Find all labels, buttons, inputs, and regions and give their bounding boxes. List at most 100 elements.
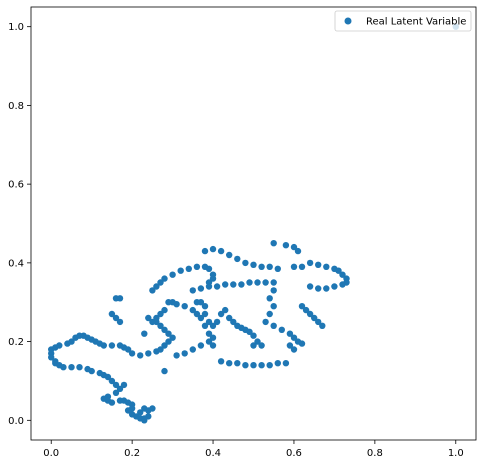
x-axis-ticks: 0.0 0.2 0.4 0.6 0.8 1.0 bbox=[43, 440, 464, 459]
data-point bbox=[266, 310, 273, 318]
data-point bbox=[76, 364, 83, 371]
data-point bbox=[282, 242, 290, 249]
data-point bbox=[335, 267, 342, 274]
data-point bbox=[315, 318, 322, 326]
data-point bbox=[258, 342, 265, 349]
data-point bbox=[286, 330, 294, 337]
x-tick-label: 1.0 bbox=[448, 448, 464, 459]
data-point bbox=[161, 367, 168, 375]
data-point bbox=[108, 399, 116, 406]
data-point bbox=[266, 295, 273, 302]
data-point bbox=[250, 332, 257, 339]
legend: Real Latent Variable bbox=[334, 10, 472, 32]
data-point bbox=[104, 373, 112, 381]
data-point bbox=[230, 318, 237, 326]
data-point bbox=[120, 381, 128, 389]
data-point bbox=[193, 263, 201, 270]
data-point bbox=[116, 318, 124, 326]
data-point bbox=[197, 314, 205, 322]
data-point bbox=[226, 360, 233, 367]
data-point bbox=[290, 243, 298, 251]
data-point bbox=[149, 318, 156, 326]
data-point bbox=[189, 306, 196, 314]
data-point bbox=[161, 275, 168, 282]
data-point bbox=[205, 338, 213, 345]
data-point bbox=[189, 287, 196, 294]
data-point bbox=[112, 381, 120, 389]
y-tick-label: 1.0 bbox=[8, 22, 24, 33]
data-point bbox=[234, 360, 241, 367]
data-point bbox=[189, 346, 196, 353]
data-point bbox=[319, 322, 326, 329]
data-point bbox=[108, 342, 116, 349]
data-point bbox=[339, 271, 346, 278]
data-point bbox=[238, 281, 245, 288]
data-point bbox=[209, 275, 217, 282]
data-point bbox=[205, 330, 213, 337]
data-point bbox=[298, 263, 306, 270]
data-point bbox=[262, 318, 269, 326]
data-point bbox=[246, 279, 253, 286]
data-point bbox=[60, 364, 67, 371]
data-point bbox=[270, 287, 277, 294]
data-point bbox=[294, 247, 302, 255]
y-tick-label: 0.4 bbox=[8, 258, 24, 269]
data-point bbox=[302, 306, 310, 314]
data-point bbox=[213, 283, 221, 290]
data-point bbox=[315, 285, 322, 292]
data-point bbox=[173, 352, 180, 359]
data-point bbox=[331, 283, 338, 290]
x-tick-label: 0.4 bbox=[205, 448, 221, 459]
data-point bbox=[250, 261, 257, 268]
data-point bbox=[169, 334, 176, 341]
data-point bbox=[56, 342, 63, 349]
data-point bbox=[165, 330, 172, 337]
data-point bbox=[306, 283, 314, 290]
y-tick-label: 0.8 bbox=[8, 101, 24, 112]
data-point bbox=[128, 350, 136, 357]
data-point bbox=[201, 322, 209, 329]
data-point bbox=[124, 346, 132, 353]
x-tick-label: 0.0 bbox=[43, 448, 59, 459]
data-point bbox=[217, 358, 225, 365]
data-point bbox=[145, 350, 152, 357]
data-point bbox=[197, 342, 205, 349]
data-point bbox=[116, 385, 124, 392]
data-point bbox=[181, 350, 188, 357]
data-point bbox=[339, 281, 346, 288]
data-point bbox=[209, 322, 217, 329]
data-point bbox=[48, 354, 55, 361]
data-point bbox=[262, 279, 269, 286]
data-point bbox=[165, 338, 172, 345]
data-point bbox=[181, 303, 188, 310]
data-point bbox=[274, 360, 281, 367]
data-point bbox=[323, 263, 330, 270]
data-point bbox=[177, 267, 184, 274]
data-point bbox=[254, 279, 261, 286]
data-point bbox=[226, 251, 233, 259]
data-point bbox=[137, 352, 144, 359]
data-point bbox=[149, 405, 156, 412]
axes-frame bbox=[30, 6, 477, 441]
data-point bbox=[290, 346, 298, 353]
data-point bbox=[185, 265, 192, 272]
data-point bbox=[209, 334, 217, 341]
data-point bbox=[306, 310, 314, 318]
data-point bbox=[209, 245, 217, 253]
data-point bbox=[100, 342, 108, 349]
data-point bbox=[217, 247, 225, 255]
data-point bbox=[161, 306, 168, 314]
data-point bbox=[145, 314, 152, 322]
data-point bbox=[157, 279, 164, 286]
data-point bbox=[222, 281, 229, 288]
data-point bbox=[153, 283, 160, 290]
data-point bbox=[290, 263, 298, 270]
y-tick-label: 0.6 bbox=[8, 180, 24, 191]
data-point bbox=[137, 409, 144, 416]
data-point bbox=[270, 240, 277, 247]
x-tick-label: 0.6 bbox=[286, 448, 302, 459]
data-point bbox=[116, 295, 124, 302]
data-point bbox=[201, 303, 209, 310]
data-point bbox=[88, 367, 95, 375]
